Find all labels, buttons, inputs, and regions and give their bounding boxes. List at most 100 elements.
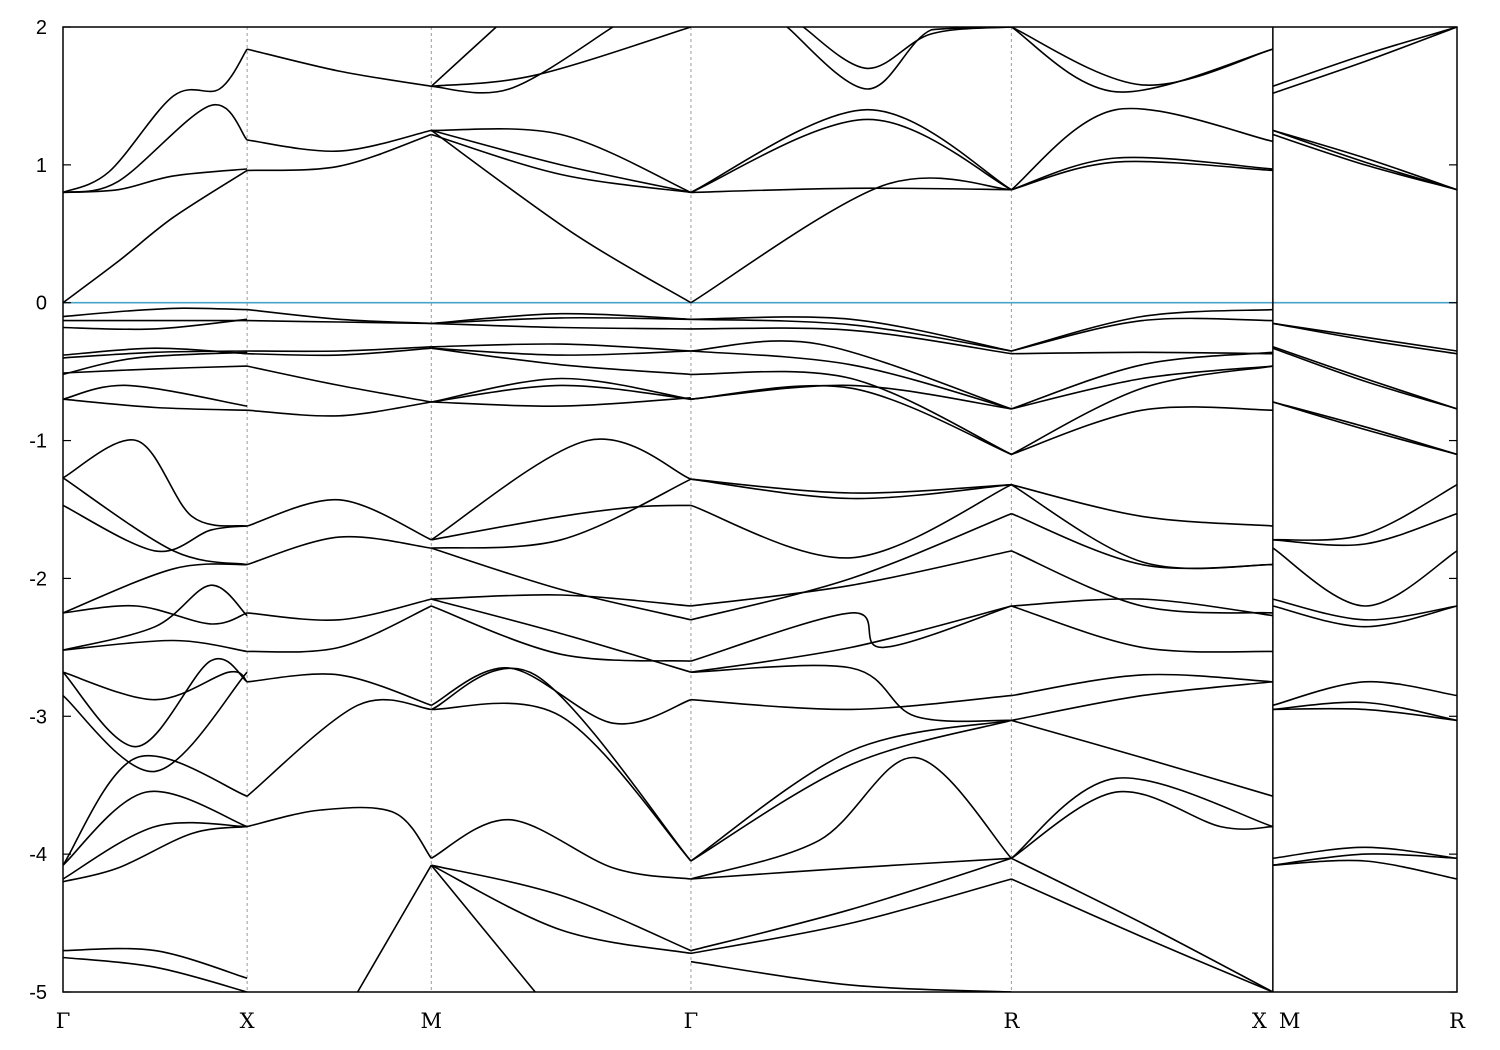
band-line — [690, 384, 1012, 456]
band-line — [690, 370, 1012, 456]
band-line — [246, 698, 432, 797]
band-line — [1010, 27, 1274, 93]
band-line — [1011, 160, 1273, 191]
band-line — [431, 322, 691, 330]
band-line — [63, 639, 248, 653]
band-line — [431, 127, 692, 194]
band-line — [1011, 673, 1273, 697]
band-line — [63, 318, 248, 331]
segment-Γ-X — [63, 48, 248, 992]
band-line — [63, 670, 248, 701]
band-line — [63, 168, 248, 194]
band-line — [1011, 365, 1273, 410]
band-line — [63, 365, 248, 374]
band-line — [63, 477, 248, 566]
band-line — [63, 347, 248, 356]
kpoint-label: R — [1003, 1009, 1020, 1033]
band-line — [1272, 707, 1457, 722]
band-line — [690, 108, 1012, 194]
band-line — [63, 398, 248, 411]
band-line — [246, 806, 432, 859]
band-line — [1272, 346, 1457, 410]
band-line — [1011, 406, 1273, 456]
kpoint-label: Γ — [684, 1009, 699, 1033]
band-line — [430, 129, 692, 304]
band-line — [1272, 27, 1457, 94]
band-line — [63, 169, 248, 304]
band-line — [1272, 680, 1457, 707]
band-line — [1011, 681, 1273, 722]
y-tick-label: -2 — [29, 568, 47, 590]
band-line — [431, 702, 692, 862]
band-line — [431, 384, 691, 403]
band-line — [431, 598, 692, 673]
band-line — [690, 694, 1012, 711]
kpoint-label: M — [1279, 1009, 1301, 1033]
band-line — [430, 864, 536, 992]
band-line — [430, 667, 692, 725]
band-line — [1272, 846, 1457, 860]
band-line — [1272, 322, 1457, 355]
band-line — [1272, 401, 1457, 456]
band-line — [63, 947, 248, 979]
band-line — [1011, 365, 1274, 456]
band-line — [1272, 598, 1457, 621]
band-line — [63, 350, 248, 359]
band-line — [247, 673, 432, 707]
band-line — [1272, 129, 1457, 191]
band-line — [247, 319, 432, 325]
kpoint-label: X — [240, 1009, 255, 1033]
band-line — [690, 512, 1012, 621]
band-curves — [63, 27, 1457, 992]
band-line — [247, 401, 432, 417]
band-line — [431, 347, 691, 376]
band-line — [1011, 351, 1273, 410]
band-line — [63, 48, 248, 194]
band-line — [1272, 347, 1457, 410]
band-line — [431, 397, 691, 407]
band-line — [1272, 27, 1457, 88]
y-tick-label: 2 — [36, 17, 47, 39]
band-line — [431, 129, 692, 194]
band-line — [63, 671, 248, 773]
band-line — [1011, 605, 1273, 653]
band-line — [431, 343, 691, 352]
band-line — [430, 864, 692, 955]
band-line — [1272, 605, 1457, 628]
band-line — [1272, 859, 1457, 880]
band-line — [690, 605, 1012, 662]
band-line — [63, 563, 248, 614]
band-line — [63, 584, 248, 651]
band-line — [63, 439, 248, 527]
band-line — [431, 347, 691, 356]
band-line — [63, 103, 248, 194]
band-line — [690, 960, 1012, 992]
band-line — [246, 535, 432, 566]
kpoint-label: M — [421, 1009, 443, 1033]
y-tick-label: 0 — [36, 293, 47, 315]
band-line — [247, 346, 432, 353]
band-line — [431, 504, 691, 541]
band-line — [247, 129, 432, 153]
band-line — [63, 351, 248, 376]
kpoint-gridlines — [246, 27, 1274, 992]
band-line — [1011, 308, 1273, 352]
band-line — [431, 547, 692, 621]
kpoint-label: Γ — [56, 1009, 71, 1033]
band-line — [431, 377, 692, 403]
band-line — [1272, 547, 1457, 607]
band-line — [1011, 878, 1274, 992]
band-line — [63, 504, 248, 553]
band-line — [690, 550, 1012, 607]
band-line — [1272, 483, 1457, 541]
segment-M-R — [1272, 27, 1457, 880]
band-line — [690, 118, 1012, 194]
band-line — [431, 316, 691, 325]
band-line — [247, 347, 432, 357]
band-line — [690, 719, 1012, 862]
band-line — [690, 483, 1012, 559]
band-line — [247, 605, 432, 653]
band-line — [1272, 322, 1457, 352]
